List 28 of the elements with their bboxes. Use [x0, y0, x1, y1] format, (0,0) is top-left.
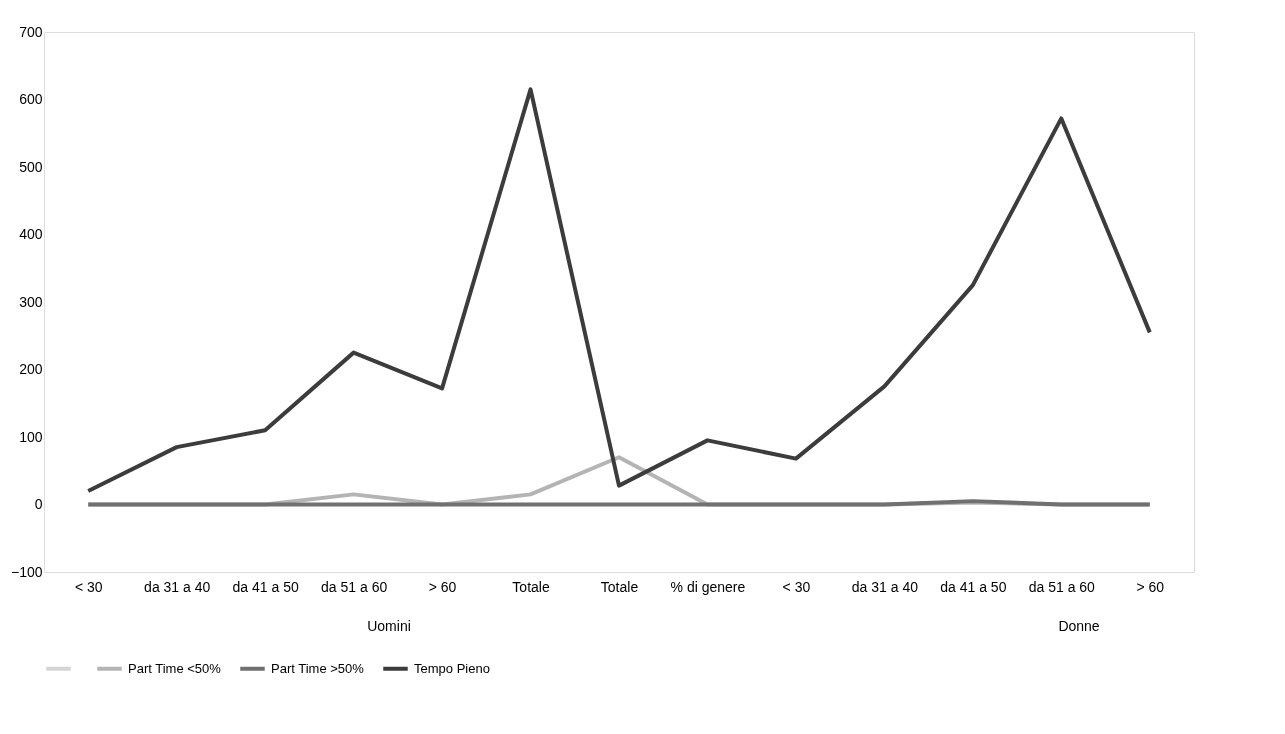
y-tick-label: 600: [19, 91, 43, 107]
x-tick-label: > 60: [428, 578, 457, 595]
x-tick-label: da 51 a 60: [321, 578, 388, 595]
x-tick-label: da 31 a 40: [851, 578, 919, 595]
y-tick-label: 400: [19, 226, 43, 242]
x-tick-label: < 30: [782, 578, 811, 595]
x-tick-label: % di genere: [670, 578, 746, 595]
x-tick-label: da 51 a 60: [1028, 578, 1096, 595]
y-tick-label: 100: [19, 428, 43, 445]
text: Donne: [1058, 618, 1100, 634]
x-tick-label: Totale: [512, 578, 550, 595]
x-tick-label: Totale: [600, 578, 639, 595]
y-tick-label: 200: [19, 361, 43, 377]
y-tick-label: 300: [19, 293, 43, 310]
x-tick-label: da 41 a 50: [940, 578, 1007, 595]
line-series: [86, 87, 1152, 493]
x-tick-label: < 30: [74, 578, 103, 595]
x-tick-label: da 31 a 40: [144, 578, 211, 595]
legend-label: Part Time <50%: [128, 660, 222, 676]
x-tick-label: da 41 a 50: [232, 578, 299, 595]
y-tick-label: 500: [19, 158, 43, 175]
text: Uomini: [367, 618, 411, 634]
legend-label: Part Time >50%: [271, 660, 365, 676]
y-tick-label: −100: [10, 563, 43, 580]
y-tick-label: 700: [19, 23, 43, 40]
x-tick-label: > 60: [1136, 578, 1165, 595]
y-tick-label: 0: [34, 496, 43, 512]
legend-label: Tempo Pieno: [414, 660, 490, 676]
